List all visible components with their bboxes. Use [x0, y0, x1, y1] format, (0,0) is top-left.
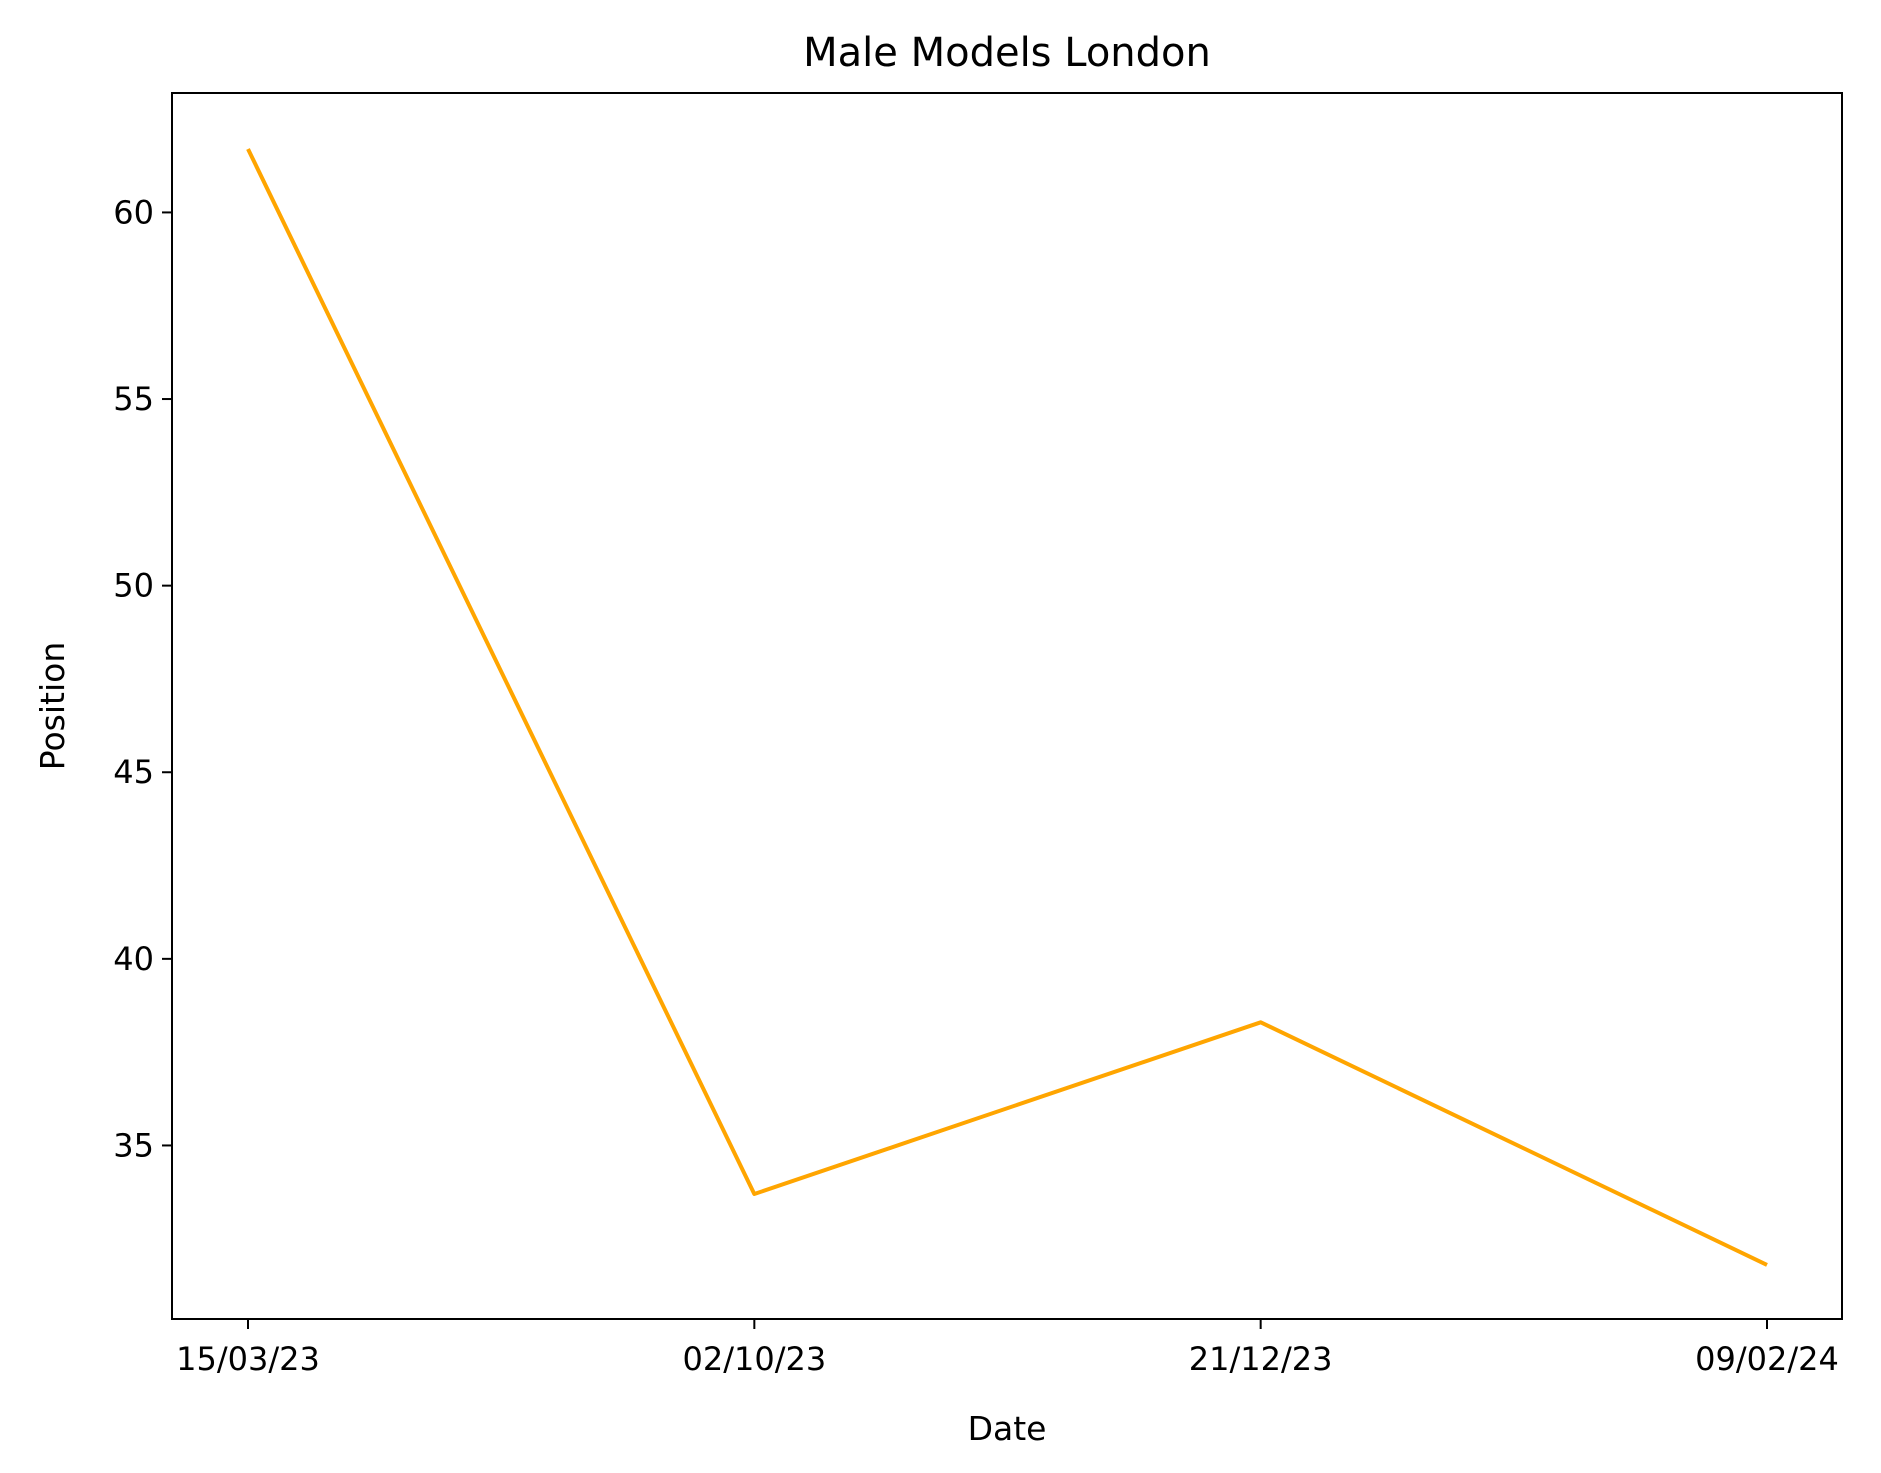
y-axis-label: Position: [33, 642, 72, 771]
y-axis-ticks: 35 40 45 50 55 60: [113, 193, 172, 1164]
y-tick-label: 45: [113, 753, 154, 791]
y-tick-label: 50: [113, 567, 154, 605]
chart-title: Male Models London: [803, 30, 1211, 76]
x-tick-label: 02/10/23: [682, 1340, 826, 1378]
y-tick-label: 60: [113, 193, 154, 231]
y-tick-label: 35: [113, 1126, 154, 1164]
y-tick-label: 55: [113, 380, 154, 418]
plot-frame: [171, 92, 1843, 1320]
x-axis-label: Date: [968, 1409, 1047, 1448]
x-tick-label: 21/12/23: [1189, 1340, 1333, 1378]
x-tick-label: 09/02/24: [1695, 1340, 1839, 1378]
x-axis-ticks: 15/03/23 02/10/23 21/12/23 09/02/24: [176, 1319, 1839, 1378]
series-line-position: [246, 148, 1768, 1267]
x-tick-label: 15/03/23: [176, 1340, 320, 1378]
y-tick-label: 40: [113, 940, 154, 978]
